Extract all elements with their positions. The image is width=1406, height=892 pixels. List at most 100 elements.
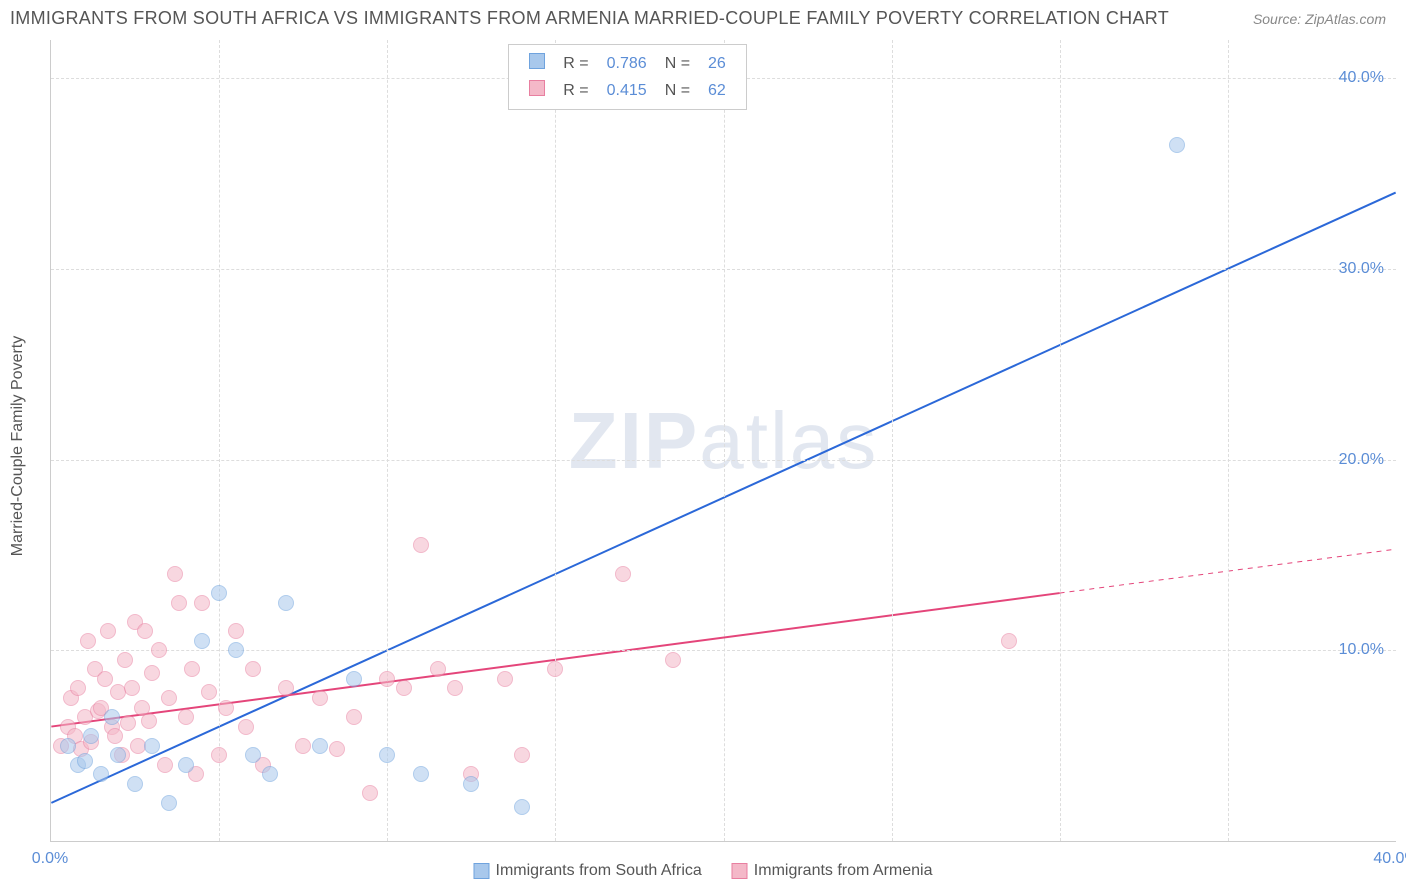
scatter-point	[104, 709, 120, 725]
scatter-point	[100, 623, 116, 639]
header: IMMIGRANTS FROM SOUTH AFRICA VS IMMIGRAN…	[0, 0, 1406, 33]
scatter-point	[70, 680, 86, 696]
scatter-point	[346, 709, 362, 725]
scatter-point	[218, 700, 234, 716]
gridline-v	[387, 40, 388, 841]
scatter-point	[245, 747, 261, 763]
n-label: N =	[657, 78, 698, 103]
scatter-point	[665, 652, 681, 668]
scatter-point	[80, 633, 96, 649]
correlation-legend: R =0.786N =26R =0.415N =62	[508, 44, 747, 110]
x-tick-label: 0.0%	[32, 850, 68, 868]
scatter-point	[514, 747, 530, 763]
scatter-point	[97, 671, 113, 687]
scatter-point	[379, 747, 395, 763]
gridline-v	[219, 40, 220, 841]
scatter-point	[295, 738, 311, 754]
scatter-point	[127, 776, 143, 792]
scatter-point	[211, 747, 227, 763]
scatter-point	[194, 633, 210, 649]
scatter-point	[60, 738, 76, 754]
scatter-point	[201, 684, 217, 700]
scatter-point	[262, 766, 278, 782]
legend-item-south-africa: Immigrants from South Africa	[473, 862, 701, 880]
y-tick-label: 10.0%	[1339, 641, 1384, 659]
scatter-point	[245, 661, 261, 677]
scatter-point	[497, 671, 513, 687]
gridline-v	[724, 40, 725, 841]
scatter-point	[178, 757, 194, 773]
scatter-point	[194, 595, 210, 611]
n-value: 26	[700, 51, 734, 76]
swatch-icon	[732, 863, 748, 879]
scatter-point	[514, 799, 530, 815]
scatter-point	[120, 715, 136, 731]
swatch-icon	[473, 863, 489, 879]
scatter-point	[184, 661, 200, 677]
scatter-point	[312, 738, 328, 754]
gridline-v	[892, 40, 893, 841]
scatter-point	[346, 671, 362, 687]
scatter-point	[547, 661, 563, 677]
scatter-point	[211, 585, 227, 601]
r-value: 0.415	[599, 78, 655, 103]
y-tick-label: 30.0%	[1339, 260, 1384, 278]
scatter-point	[278, 595, 294, 611]
gridline-v	[1228, 40, 1229, 841]
y-axis-label: Married-Couple Family Poverty	[9, 336, 27, 557]
scatter-point	[413, 537, 429, 553]
scatter-point	[228, 623, 244, 639]
scatter-point	[379, 671, 395, 687]
n-value: 62	[700, 78, 734, 103]
y-tick-label: 20.0%	[1339, 451, 1384, 469]
scatter-point	[312, 690, 328, 706]
scatter-point	[413, 766, 429, 782]
r-label: R =	[555, 78, 596, 103]
scatter-point	[447, 680, 463, 696]
scatter-point	[463, 776, 479, 792]
scatter-point	[178, 709, 194, 725]
scatter-point	[161, 795, 177, 811]
scatter-point	[117, 652, 133, 668]
swatch-icon	[529, 53, 545, 69]
scatter-point	[362, 785, 378, 801]
scatter-point	[430, 661, 446, 677]
scatter-point	[167, 566, 183, 582]
scatter-point	[83, 728, 99, 744]
scatter-point	[137, 623, 153, 639]
scatter-point	[157, 757, 173, 773]
scatter-point	[110, 747, 126, 763]
scatter-point	[396, 680, 412, 696]
r-label: R =	[555, 51, 596, 76]
x-tick-label: 40.0%	[1373, 850, 1406, 868]
scatter-point	[124, 680, 140, 696]
scatter-point	[77, 753, 93, 769]
swatch-icon	[529, 80, 545, 96]
chart-title: IMMIGRANTS FROM SOUTH AFRICA VS IMMIGRAN…	[10, 8, 1169, 29]
scatter-point	[1001, 633, 1017, 649]
scatter-point	[615, 566, 631, 582]
legend-label: Immigrants from Armenia	[754, 862, 933, 880]
legend-label: Immigrants from South Africa	[495, 862, 701, 880]
scatter-point	[107, 728, 123, 744]
scatter-point	[278, 680, 294, 696]
scatter-point	[238, 719, 254, 735]
scatter-point	[93, 766, 109, 782]
legend-item-armenia: Immigrants from Armenia	[732, 862, 933, 880]
scatter-point	[171, 595, 187, 611]
chart-plot-area: ZIPatlas 10.0%20.0%30.0%40.0%R =0.786N =…	[50, 40, 1396, 842]
scatter-point	[161, 690, 177, 706]
bottom-legend: Immigrants from South Africa Immigrants …	[473, 862, 932, 880]
scatter-point	[228, 642, 244, 658]
scatter-point	[141, 713, 157, 729]
scatter-point	[144, 665, 160, 681]
y-tick-label: 40.0%	[1339, 69, 1384, 87]
source-attribution: Source: ZipAtlas.com	[1253, 11, 1386, 27]
scatter-point	[329, 741, 345, 757]
scatter-point	[144, 738, 160, 754]
scatter-point	[151, 642, 167, 658]
gridline-v	[555, 40, 556, 841]
scatter-point	[1169, 137, 1185, 153]
n-label: N =	[657, 51, 698, 76]
gridline-v	[1060, 40, 1061, 841]
